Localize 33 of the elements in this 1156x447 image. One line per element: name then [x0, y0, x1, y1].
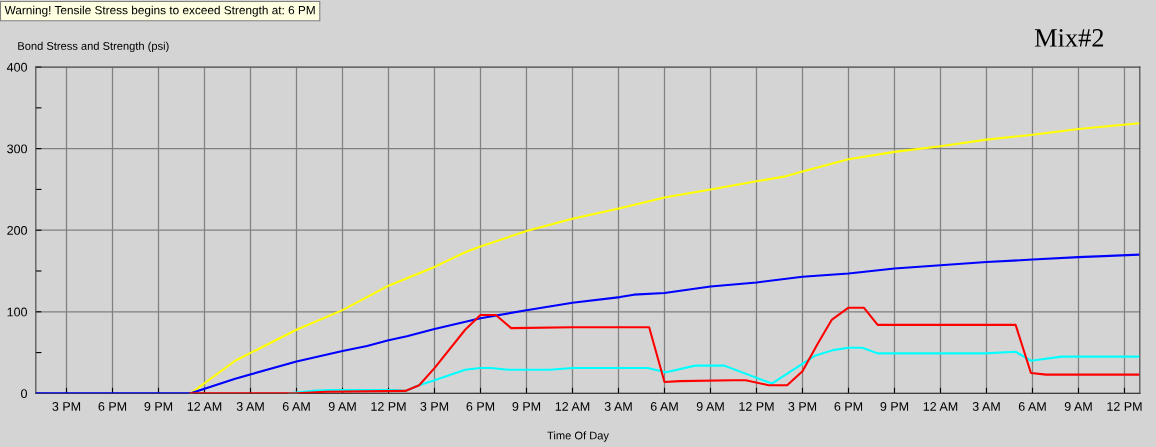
x-tick-label: 6 AM [650, 402, 678, 411]
x-tick-label: 3 AM [972, 402, 1000, 411]
x-tick-label: 12 PM [371, 402, 406, 411]
x-tick-label: 9 PM [144, 402, 173, 411]
x-tick-label: 12 PM [739, 402, 774, 411]
y-tick-label: 400 [6, 62, 28, 72]
x-tick-label: 6 PM [466, 402, 495, 411]
y-tick-label: 300 [7, 144, 28, 154]
x-tick-label: 9 PM [880, 402, 909, 411]
x-tick-label: 3 AM [236, 402, 264, 411]
x-tick-label: 6 AM [282, 402, 310, 411]
x-tick-label: 6 PM [98, 402, 127, 411]
x-tick-label: 6 AM [1018, 402, 1046, 411]
x-tick-label: 9 AM [696, 402, 724, 411]
x-tick-label: 9 AM [1064, 402, 1092, 411]
x-tick-label: 3 PM [52, 402, 81, 411]
y-tick-label: 0 [21, 389, 28, 399]
chart-title: Mix#2 [1034, 29, 1104, 47]
x-tick-label: 6 PM [834, 402, 863, 411]
x-tick-label: 12 AM [555, 402, 590, 411]
x-tick-label: 3 PM [420, 402, 449, 411]
y-tick-label: 100 [7, 307, 28, 317]
x-tick-label: 9 PM [512, 402, 541, 411]
x-tick-label: 12 AM [923, 402, 958, 411]
x-tick-label: 9 AM [328, 402, 356, 411]
x-tick-label: 12 PM [1107, 402, 1142, 411]
y-axis-title: Bond Stress and Strength (psi) [18, 41, 169, 53]
x-tick-label: 12 AM [187, 402, 222, 411]
x-tick-label: 3 AM [604, 402, 632, 411]
x-axis-title: Time Of Day [547, 431, 609, 442]
x-tick-label: 3 PM [788, 402, 817, 411]
y-tick-label: 200 [7, 226, 28, 235]
text: Warning! Tensile Stress begins to exceed Strength at: 6 PM [4, 5, 315, 17]
